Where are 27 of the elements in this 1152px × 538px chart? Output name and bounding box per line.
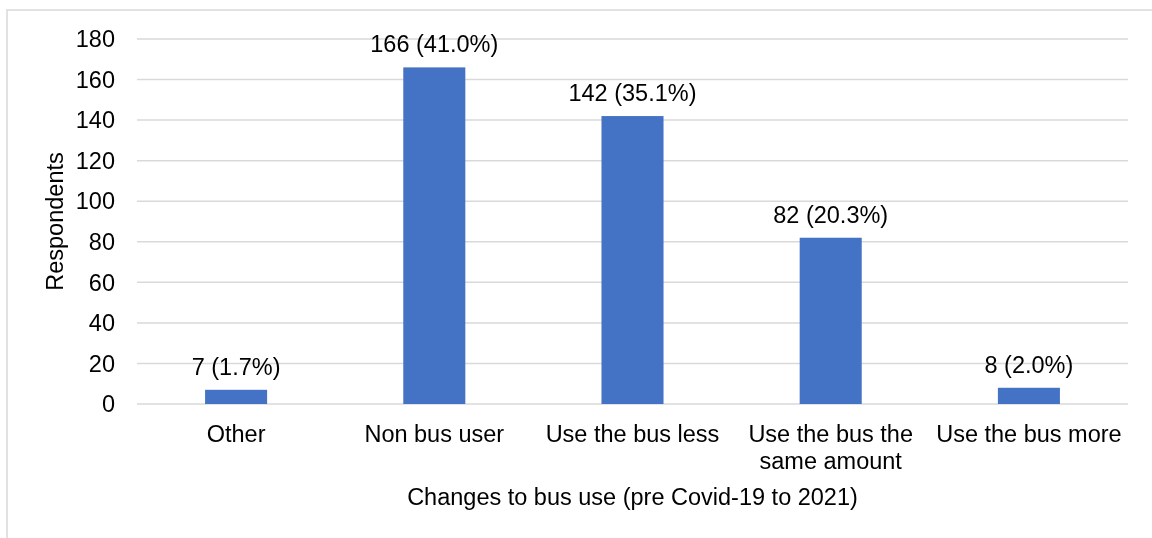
y-tick-label: 120 bbox=[75, 147, 115, 174]
y-tick-label: 60 bbox=[88, 269, 115, 296]
data-label: 142 (35.1%) bbox=[568, 80, 697, 107]
x-tick-label: Other bbox=[206, 421, 266, 447]
bar bbox=[205, 389, 268, 404]
y-tick-label: 40 bbox=[88, 310, 115, 337]
y-tick-label: 140 bbox=[75, 107, 115, 134]
y-tick-label: 80 bbox=[88, 229, 115, 255]
y-tick-label: 0 bbox=[101, 391, 115, 418]
data-label: 7 (1.7%) bbox=[191, 353, 281, 380]
bar bbox=[403, 67, 466, 404]
x-tick-label: Non bus user bbox=[364, 421, 505, 447]
y-tick-label: 100 bbox=[75, 188, 115, 215]
x-tick-label: Use the bus more bbox=[936, 421, 1122, 447]
x-tick-label: Use the bus the same amount bbox=[748, 421, 913, 474]
y-tick-label: 180 bbox=[75, 26, 115, 53]
x-axis-title: Changes to bus use (pre Covid-19 to 2021) bbox=[407, 484, 858, 510]
data-label: 82 (20.3%) bbox=[773, 201, 889, 228]
x-tick-label: Use the bus less bbox=[545, 421, 720, 447]
y-tick-label: 20 bbox=[88, 350, 115, 377]
y-tick-label: 160 bbox=[75, 66, 115, 93]
data-label: 166 (41.0%) bbox=[370, 31, 499, 58]
bar bbox=[601, 116, 664, 404]
bar bbox=[997, 387, 1060, 404]
bar bbox=[799, 237, 862, 404]
y-axis-title: Respondents bbox=[42, 152, 68, 291]
data-label: 8 (2.0%) bbox=[984, 351, 1074, 378]
